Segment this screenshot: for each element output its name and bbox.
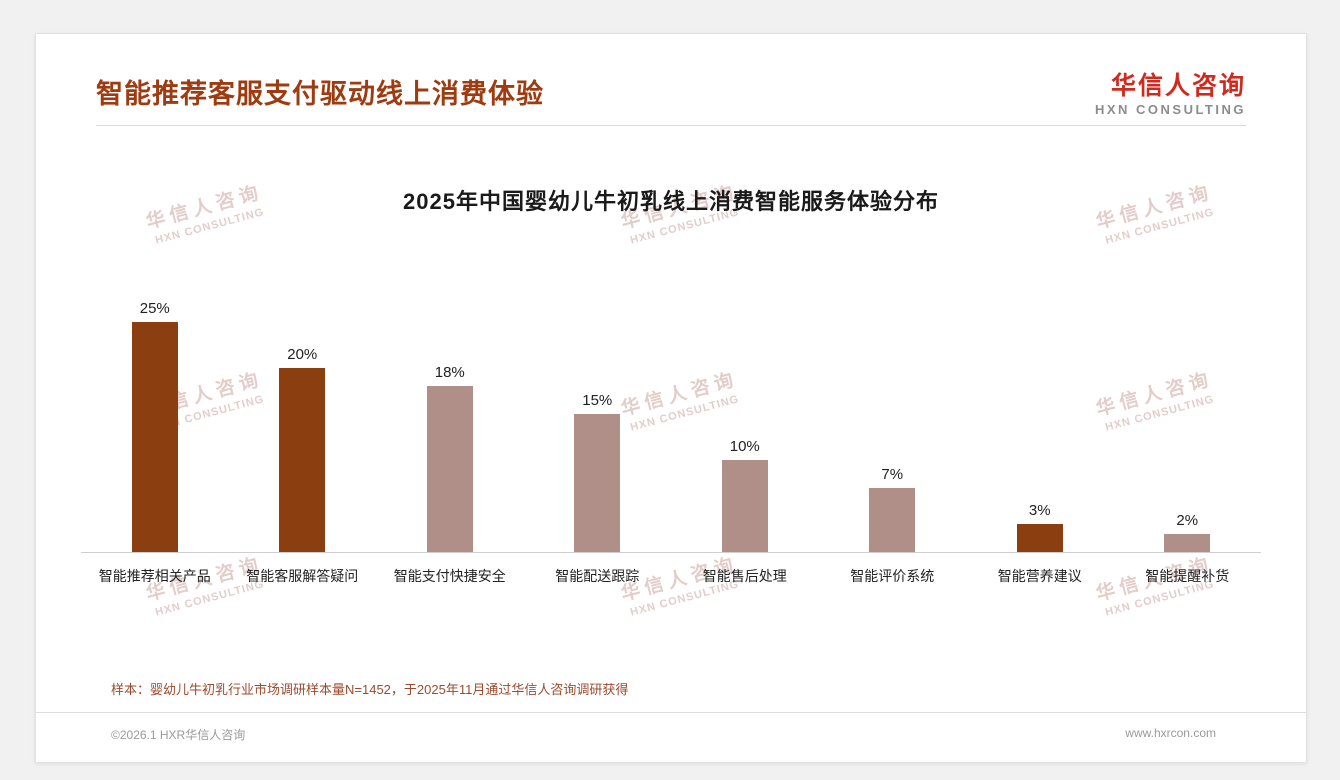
bar-value-label: 3% xyxy=(1028,502,1051,520)
bar xyxy=(721,460,768,552)
chart-column: 3% xyxy=(966,502,1114,552)
chart-column: 15% xyxy=(524,392,672,552)
category-label: 智能配送跟踪 xyxy=(555,568,640,584)
chart-column: 20% xyxy=(229,346,377,552)
bar xyxy=(1016,524,1063,552)
category-label: 智能售后处理 xyxy=(702,568,787,584)
category-label: 智能推荐相关产品 xyxy=(98,568,211,584)
bar-value-label: 2% xyxy=(1176,511,1199,529)
card-footer: 样本：婴幼儿牛初乳行业市场调研样本量N=1452，于2025年11月通过华信人咨… xyxy=(36,679,1306,762)
page-title: 智能推荐客服支付驱动线上消费体验 xyxy=(96,79,544,109)
slide-card: 华信人咨询 HXN CONSULTING 华信人咨询 HXN CONSULTING 华信… xyxy=(35,33,1307,763)
header-divider xyxy=(96,125,1246,126)
company-logo: 华信人咨询 HXN CONSULTING xyxy=(1095,72,1246,117)
chart-column: 2% xyxy=(1114,512,1262,552)
bar xyxy=(1164,533,1211,552)
copyright-text: ©2026.1 HXR华信人咨询 xyxy=(111,728,246,742)
header: 智能推荐客服支付驱动线上消费体验 xyxy=(36,34,1306,126)
chart-categories: 智能推荐相关产品 智能客服解答疑问 智能支付快捷安全 智能配送跟踪 智能售后处理 智能评价… xyxy=(81,553,1261,586)
bar-value-label: 25% xyxy=(139,300,170,317)
category-label: 智能客服解答疑问 xyxy=(246,568,359,584)
logo-en-text: HXN CONSULTING xyxy=(1094,102,1246,117)
sample-footnote: 样本：婴幼儿牛初乳行业市场调研样本量N=1452，于2025年11月通过华信人咨… xyxy=(111,682,629,697)
bar xyxy=(279,368,326,552)
bar xyxy=(869,487,916,552)
chart-bars: 25% 20% 18% 15% 10% 7% 3% 2% xyxy=(81,300,1261,553)
chart-column: 7% xyxy=(819,466,967,552)
website-url: www.hxrcon.com xyxy=(1125,726,1216,740)
bar xyxy=(426,386,473,552)
category-label: 智能营养建议 xyxy=(997,568,1082,584)
category-label: 智能评价系统 xyxy=(850,568,935,584)
footer-bar: ©2026.1 HXR华信人咨询 www.hxrcon.com xyxy=(36,712,1306,762)
bar-value-label: 18% xyxy=(434,364,465,382)
bar-chart: 25% 20% 18% 15% 10% 7% 3% 2% 智能推荐相关产品 智能客服解答疑问 智能… xyxy=(81,300,1261,586)
chart-column: 25% xyxy=(81,300,229,552)
bar-value-label: 15% xyxy=(582,392,613,409)
chart-column: 18% xyxy=(376,364,524,552)
bar xyxy=(131,322,178,552)
bar-value-label: 20% xyxy=(287,346,318,363)
bar xyxy=(574,414,621,552)
logo-cn-text: 华信人咨询 xyxy=(1110,72,1246,100)
chart-column: 10% xyxy=(671,438,819,552)
bar-value-label: 10% xyxy=(729,438,760,455)
chart-title: 2025年中国婴幼儿牛初乳线上消费智能服务体验分布 xyxy=(403,189,939,214)
category-label: 智能提醒补货 xyxy=(1145,568,1230,584)
bar-value-label: 7% xyxy=(881,465,904,483)
category-label: 智能支付快捷安全 xyxy=(393,568,506,584)
